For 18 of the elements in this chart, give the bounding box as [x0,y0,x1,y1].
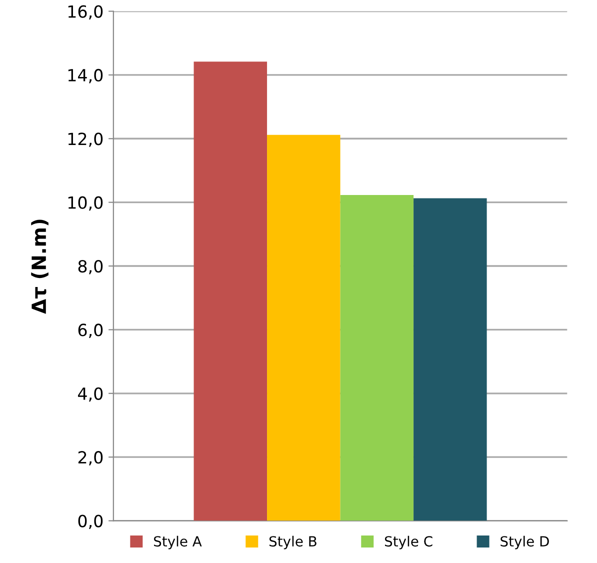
y-tick-label: 6,0 [78,324,103,338]
legend-label: Style C [384,536,432,550]
y-tick-label: 14,0 [68,68,103,84]
y-tick-label: 2,0 [78,451,103,466]
y-tick-label: 0,0 [78,514,103,530]
legend-label: Style D [500,536,549,550]
bar [267,134,340,521]
y-tick-label: 10,0 [68,196,103,211]
y-tick-label: 4,0 [78,387,103,402]
y-axis-title: Δτ (N.m) [31,220,48,314]
legend-label: Style B [269,536,316,550]
bar [414,198,487,521]
y-tick-label: 8,0 [78,260,103,274]
bar [194,62,268,521]
y-tick-label: 12,0 [68,132,103,147]
legend-label: Style A [154,536,202,550]
y-tick-label: 16,0 [68,5,103,20]
bar [340,195,414,521]
